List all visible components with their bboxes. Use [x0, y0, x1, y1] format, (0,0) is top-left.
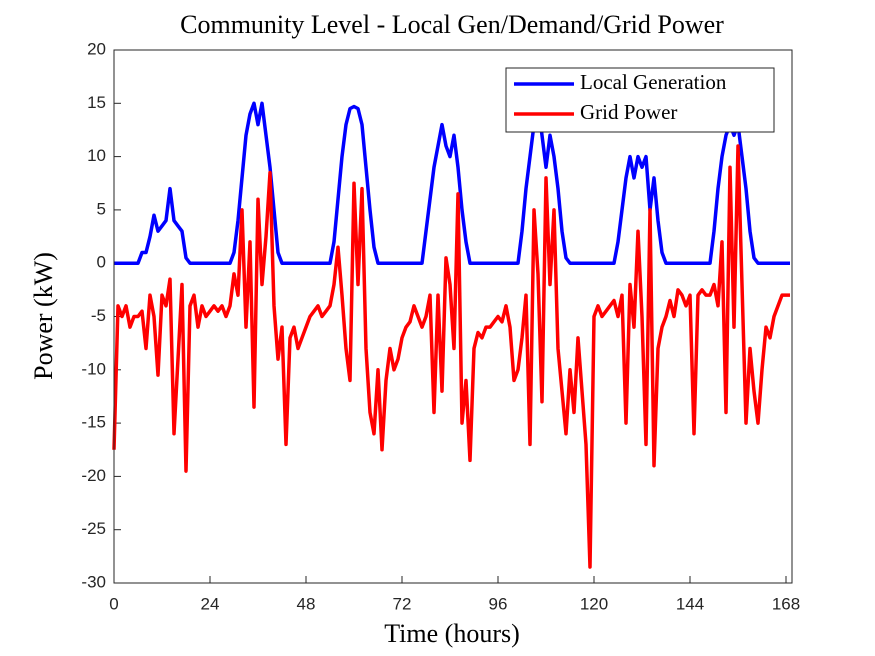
y-tick-label: 20: [87, 39, 106, 58]
x-tick-label: 24: [201, 594, 220, 613]
y-tick-label: 0: [97, 253, 106, 272]
x-axis-label: Time (hours): [384, 619, 520, 648]
y-tick-label: -20: [81, 466, 106, 485]
x-tick-label: 168: [772, 594, 800, 613]
y-tick-label: 10: [87, 146, 106, 165]
legend-label: Grid Power: [580, 100, 677, 124]
x-tick-label: 96: [489, 594, 508, 613]
legend-label: Local Generation: [580, 70, 727, 94]
y-tick-label: -15: [81, 413, 106, 432]
x-tick-label: 72: [393, 594, 412, 613]
y-tick-label: 5: [97, 199, 106, 218]
x-tick-label: 120: [580, 594, 608, 613]
y-axis-label: Power (kW): [29, 252, 58, 380]
chart-title: Community Level - Local Gen/Demand/Grid …: [180, 10, 724, 39]
axes-box: [113, 49, 793, 584]
y-tick-label: 15: [87, 93, 106, 112]
legend-box: [505, 67, 775, 133]
y-tick-label: -30: [81, 572, 106, 591]
y-tick-label: -25: [81, 519, 106, 538]
y-tick-label: -5: [91, 306, 106, 325]
x-tick-label: 144: [676, 594, 704, 613]
data-line: [112, 144, 790, 569]
x-tick-label: 48: [297, 594, 316, 613]
x-tick-label: 0: [109, 594, 118, 613]
data-line: [114, 101, 790, 265]
y-tick-label: -10: [81, 359, 106, 378]
